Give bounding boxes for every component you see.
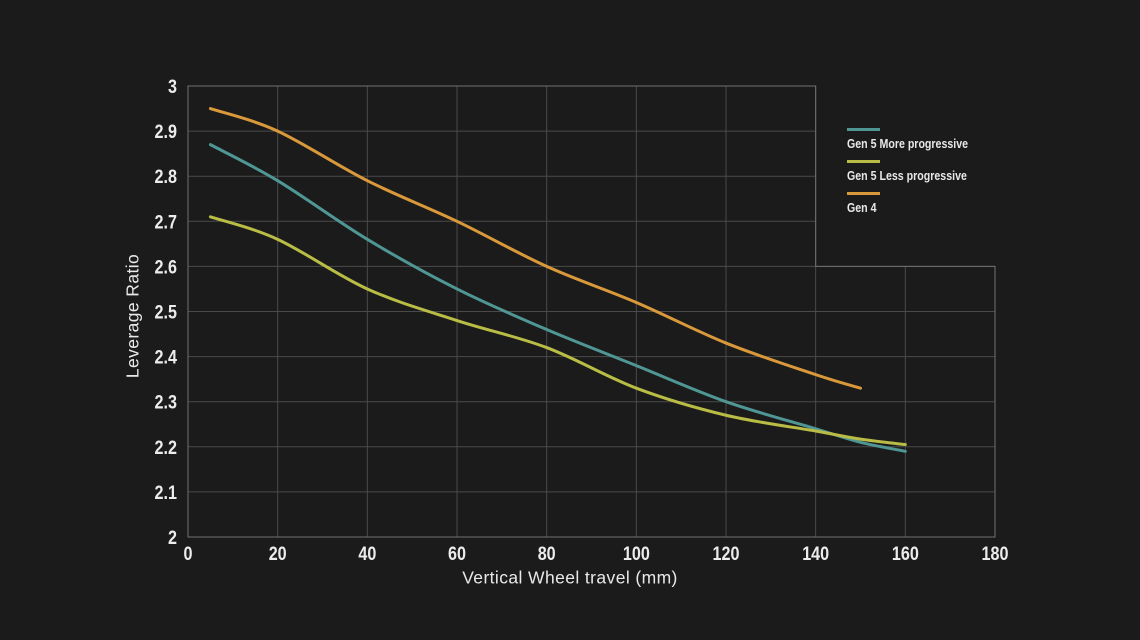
y-tick-label-2: 2: [168, 527, 177, 549]
x-tick-label-0: 0: [184, 543, 193, 565]
x-tick-label-140: 140: [802, 543, 829, 565]
plot-border: [187, 85, 996, 538]
y-tick-label-2.6: 2.6: [155, 256, 178, 278]
y-tick-label-2.5: 2.5: [155, 301, 178, 323]
legend: Gen 5 More progressive Gen 5 Less progre…: [847, 128, 989, 224]
series-line-gen-5-more-progressive: [208, 143, 907, 453]
x-tick-label-40: 40: [358, 543, 376, 565]
legend-swatch-gen5-less: [847, 160, 880, 163]
y-tick-label-3: 3: [168, 76, 177, 98]
y-tick-label-2.3: 2.3: [155, 391, 178, 413]
y-tick-label-2.4: 2.4: [155, 346, 178, 368]
legend-entry-gen4: Gen 4: [847, 192, 989, 217]
x-tick-label-180: 180: [982, 543, 1009, 565]
legend-swatch-gen5-more: [847, 128, 880, 131]
y-tick-label-2.9: 2.9: [155, 121, 178, 143]
x-axis-title: Vertical Wheel travel (mm): [462, 567, 678, 588]
series-line-gen-4: [208, 107, 862, 390]
legend-label-gen4: Gen 4: [847, 201, 877, 215]
legend-label-gen5-more: Gen 5 More progressive: [847, 137, 969, 151]
x-tick-label-20: 20: [269, 543, 287, 565]
legend-swatch-gen4: [847, 192, 880, 195]
x-tick-label-120: 120: [713, 543, 740, 565]
x-tick-label-160: 160: [892, 543, 919, 565]
series-line-gen-5-less-progressive: [208, 215, 907, 447]
y-axis-title: Leverage Ratio: [122, 253, 143, 379]
x-tick-label-60: 60: [448, 543, 466, 565]
legend-entry-gen5-more: Gen 5 More progressive: [847, 128, 989, 153]
y-tick-label-2.2: 2.2: [155, 437, 178, 459]
y-tick-label-2.1: 2.1: [155, 482, 178, 504]
x-tick-label-100: 100: [623, 543, 650, 565]
y-tick-label-2.7: 2.7: [155, 211, 178, 233]
legend-label-gen5-less: Gen 5 Less progressive: [847, 169, 967, 183]
legend-entry-gen5-less: Gen 5 Less progressive: [847, 160, 989, 185]
y-tick-label-2.8: 2.8: [155, 166, 178, 188]
x-tick-label-80: 80: [538, 543, 556, 565]
